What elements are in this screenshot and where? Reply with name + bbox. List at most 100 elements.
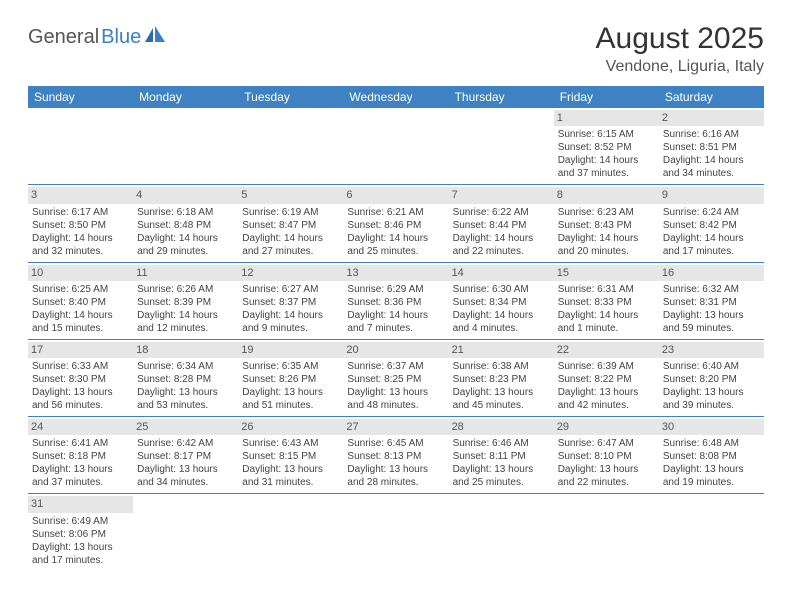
location: Vendone, Liguria, Italy — [596, 58, 764, 76]
weekday-header: Friday — [554, 86, 659, 108]
sunrise-text: Sunrise: 6:41 AM — [32, 437, 129, 450]
daylight-text: Daylight: 14 hours and 20 minutes. — [558, 232, 655, 258]
day-number: 13 — [343, 265, 448, 281]
sunset-text: Sunset: 8:17 PM — [137, 450, 234, 463]
brand-logo: GeneralBlue — [28, 22, 167, 49]
sunset-text: Sunset: 8:31 PM — [663, 296, 760, 309]
daylight-text: Daylight: 13 hours and 48 minutes. — [347, 386, 444, 412]
calendar-day-cell: 11Sunrise: 6:26 AMSunset: 8:39 PMDayligh… — [133, 262, 238, 339]
day-number: 24 — [28, 419, 133, 435]
sunset-text: Sunset: 8:52 PM — [558, 141, 655, 154]
calendar-day-cell: 23Sunrise: 6:40 AMSunset: 8:20 PMDayligh… — [659, 339, 764, 416]
sunset-text: Sunset: 8:48 PM — [137, 219, 234, 232]
daylight-text: Daylight: 14 hours and 9 minutes. — [242, 309, 339, 335]
day-number: 8 — [554, 187, 659, 203]
sunset-text: Sunset: 8:34 PM — [453, 296, 550, 309]
daylight-text: Daylight: 13 hours and 22 minutes. — [558, 463, 655, 489]
sunset-text: Sunset: 8:37 PM — [242, 296, 339, 309]
sunset-text: Sunset: 8:44 PM — [453, 219, 550, 232]
sunset-text: Sunset: 8:50 PM — [32, 219, 129, 232]
weekday-header: Monday — [133, 86, 238, 108]
day-number: 11 — [133, 265, 238, 281]
sail-icon — [145, 26, 167, 49]
calendar-day-cell — [343, 494, 448, 571]
daylight-text: Daylight: 13 hours and 37 minutes. — [32, 463, 129, 489]
daylight-text: Daylight: 14 hours and 17 minutes. — [663, 232, 760, 258]
sunrise-text: Sunrise: 6:21 AM — [347, 206, 444, 219]
sunset-text: Sunset: 8:23 PM — [453, 373, 550, 386]
day-number: 30 — [659, 419, 764, 435]
daylight-text: Daylight: 13 hours and 39 minutes. — [663, 386, 760, 412]
daylight-text: Daylight: 13 hours and 17 minutes. — [32, 541, 129, 567]
calendar-day-cell — [28, 108, 133, 185]
calendar-day-cell: 25Sunrise: 6:42 AMSunset: 8:17 PMDayligh… — [133, 417, 238, 494]
sunset-text: Sunset: 8:22 PM — [558, 373, 655, 386]
sunrise-text: Sunrise: 6:31 AM — [558, 283, 655, 296]
daylight-text: Daylight: 13 hours and 51 minutes. — [242, 386, 339, 412]
calendar-day-cell: 2Sunrise: 6:16 AMSunset: 8:51 PMDaylight… — [659, 108, 764, 185]
sunset-text: Sunset: 8:13 PM — [347, 450, 444, 463]
sunrise-text: Sunrise: 6:18 AM — [137, 206, 234, 219]
day-number: 25 — [133, 419, 238, 435]
calendar-day-cell: 10 Sunrise: 6:25 AMSunset: 8:40 PMDayligh… — [28, 262, 133, 339]
month-title: August 2025 — [596, 22, 764, 56]
calendar-day-cell: 13Sunrise: 6:29 AMSunset: 8:36 PMDayligh… — [343, 262, 448, 339]
daylight-text: Daylight: 13 hours and 34 minutes. — [137, 463, 234, 489]
day-number: 23 — [659, 342, 764, 358]
calendar-day-cell: 17Sunrise: 6:33 AMSunset: 8:30 PMDayligh… — [28, 339, 133, 416]
day-number: 14 — [449, 265, 554, 281]
daylight-text: Daylight: 14 hours and 27 minutes. — [242, 232, 339, 258]
day-number: 7 — [449, 187, 554, 203]
calendar-day-cell: 1Sunrise: 6:15 AMSunset: 8:52 PMDaylight… — [554, 108, 659, 185]
calendar-day-cell: 31Sunrise: 6:49 AMSunset: 8:06 PMDayligh… — [28, 494, 133, 571]
calendar-day-cell — [343, 108, 448, 185]
calendar-day-cell: 21Sunrise: 6:38 AMSunset: 8:23 PMDayligh… — [449, 339, 554, 416]
calendar-day-cell — [238, 108, 343, 185]
sunrise-text: Sunrise: 6:34 AM — [137, 360, 234, 373]
sunrise-text: Sunrise: 6:16 AM — [663, 128, 760, 141]
day-number: 2 — [659, 110, 764, 126]
daylight-text: Daylight: 13 hours and 42 minutes. — [558, 386, 655, 412]
sunrise-text: Sunrise: 6:24 AM — [663, 206, 760, 219]
sunset-text: Sunset: 8:40 PM — [32, 296, 129, 309]
sunset-text: Sunset: 8:15 PM — [242, 450, 339, 463]
daylight-text: Daylight: 14 hours and 1 minute. — [558, 309, 655, 335]
day-number: 10 — [28, 265, 133, 281]
sunrise-text: Sunrise: 6:23 AM — [558, 206, 655, 219]
calendar-day-cell: 28Sunrise: 6:46 AMSunset: 8:11 PMDayligh… — [449, 417, 554, 494]
sunrise-text: Sunrise: 6:47 AM — [558, 437, 655, 450]
calendar-day-cell: 22Sunrise: 6:39 AMSunset: 8:22 PMDayligh… — [554, 339, 659, 416]
sunrise-text: Sunrise: 6:45 AM — [347, 437, 444, 450]
calendar-week-row: 31Sunrise: 6:49 AMSunset: 8:06 PMDayligh… — [28, 494, 764, 571]
calendar-day-cell: 18Sunrise: 6:34 AMSunset: 8:28 PMDayligh… — [133, 339, 238, 416]
calendar-page: GeneralBlue August 2025 Vendone, Liguria… — [0, 0, 792, 593]
weekday-header: Tuesday — [238, 86, 343, 108]
daylight-text: Daylight: 14 hours and 25 minutes. — [347, 232, 444, 258]
sunrise-text: Sunrise: 6:30 AM — [453, 283, 550, 296]
calendar-day-cell: 12Sunrise: 6:27 AMSunset: 8:37 PMDayligh… — [238, 262, 343, 339]
day-number: 12 — [238, 265, 343, 281]
calendar-day-cell — [133, 494, 238, 571]
sunrise-text: Sunrise: 6:49 AM — [32, 515, 129, 528]
brand-part1: General — [28, 26, 99, 49]
day-number: 22 — [554, 342, 659, 358]
daylight-text: Daylight: 14 hours and 15 minutes. — [32, 309, 129, 335]
title-block: August 2025 Vendone, Liguria, Italy — [596, 22, 764, 76]
sunset-text: Sunset: 8:26 PM — [242, 373, 339, 386]
day-number: 9 — [659, 187, 764, 203]
sunrise-text: Sunrise: 6:29 AM — [347, 283, 444, 296]
sunset-text: Sunset: 8:36 PM — [347, 296, 444, 309]
sunrise-text: Sunrise: 6:25 AM — [32, 283, 129, 296]
calendar-day-cell: 15Sunrise: 6:31 AMSunset: 8:33 PMDayligh… — [554, 262, 659, 339]
calendar-day-cell: 19Sunrise: 6:35 AMSunset: 8:26 PMDayligh… — [238, 339, 343, 416]
daylight-text: Daylight: 14 hours and 34 minutes. — [663, 154, 760, 180]
day-number: 21 — [449, 342, 554, 358]
sunrise-text: Sunrise: 6:15 AM — [558, 128, 655, 141]
calendar-day-cell: 9Sunrise: 6:24 AMSunset: 8:42 PMDaylight… — [659, 185, 764, 262]
daylight-text: Daylight: 13 hours and 45 minutes. — [453, 386, 550, 412]
day-number: 29 — [554, 419, 659, 435]
weekday-header: Thursday — [449, 86, 554, 108]
sunset-text: Sunset: 8:43 PM — [558, 219, 655, 232]
calendar-day-cell: 26Sunrise: 6:43 AMSunset: 8:15 PMDayligh… — [238, 417, 343, 494]
calendar-day-cell — [449, 108, 554, 185]
